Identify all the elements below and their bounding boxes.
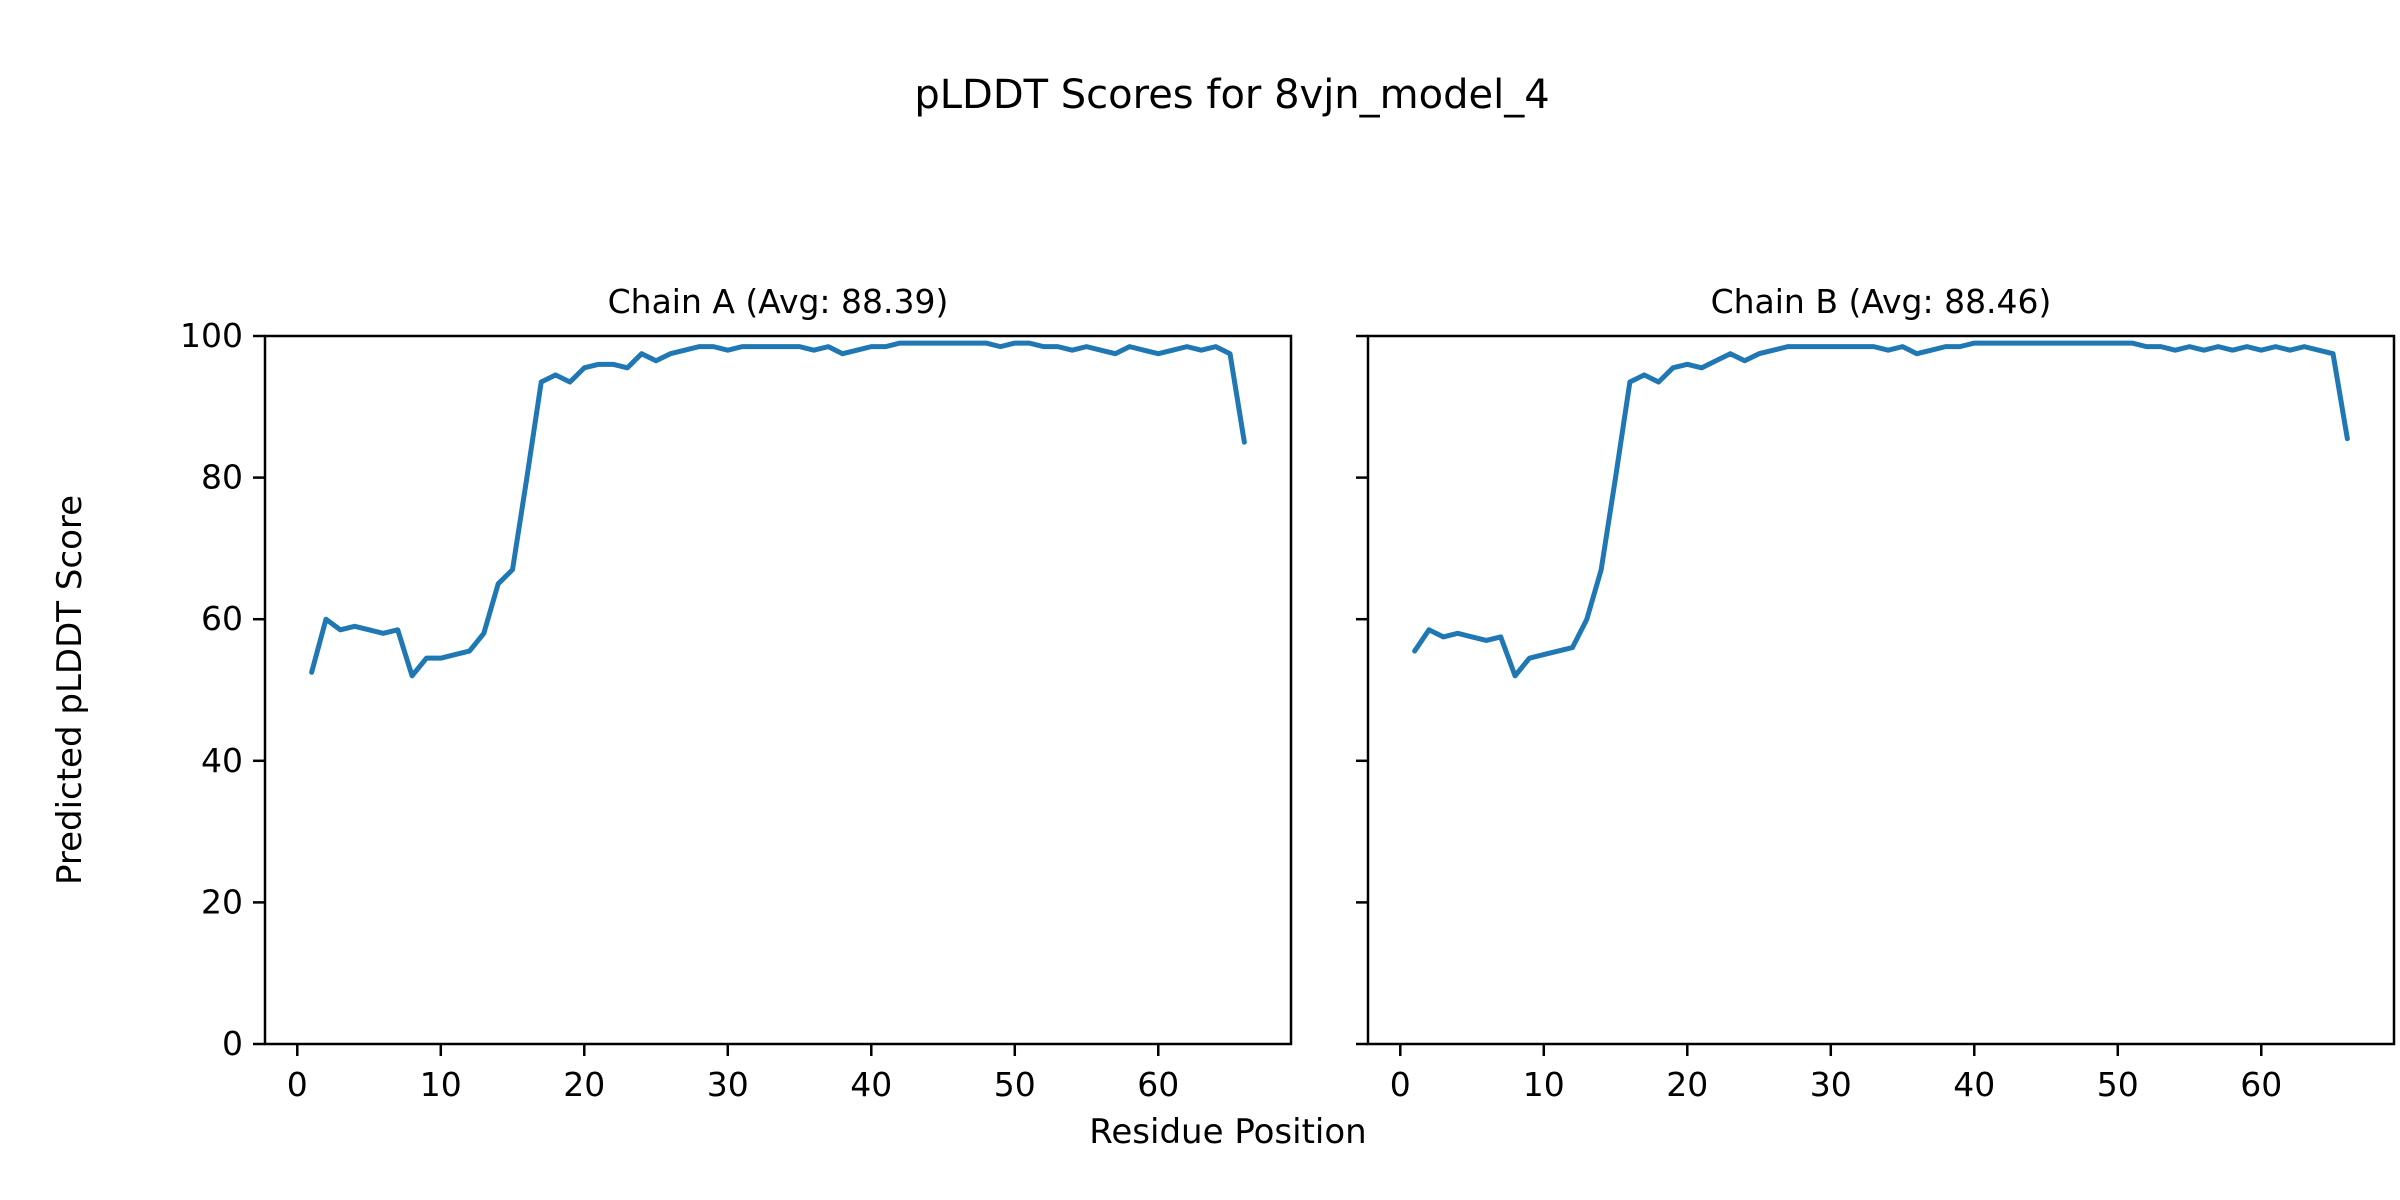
x-tick-label: 20 [1666, 1065, 1708, 1104]
x-tick-label: 10 [1523, 1065, 1565, 1104]
x-tick-label: 10 [420, 1065, 462, 1104]
plddt-line [1412, 340, 2350, 679]
y-tick-label: 80 [201, 458, 243, 497]
x-tick-label: 0 [287, 1065, 308, 1104]
y-axis-label: Predicted pLDDT Score [50, 494, 90, 886]
chain-a-subplot-title: Chain A (Avg: 88.39) [607, 282, 949, 321]
plddt-line [309, 340, 1247, 679]
figure-title: pLDDT Scores for 8vjn_model_4 [914, 72, 1550, 118]
x-tick-label: 30 [1810, 1065, 1852, 1104]
y-tick-label: 100 [180, 316, 243, 355]
chain-b-chart: 0 10 20 30 40 50 60 [1356, 334, 2396, 1104]
y-tick-label: 60 [201, 599, 243, 638]
x-tick-label: 60 [2240, 1065, 2282, 1104]
y-tick-label: 20 [201, 882, 243, 921]
x-axis-label: Residue Position [1089, 1112, 1367, 1152]
x-tick-label: 20 [563, 1065, 605, 1104]
x-tick-label: 50 [994, 1065, 1036, 1104]
chain-a-chart: 0 10 20 30 40 50 60 0 20 40 60 80 100 [180, 316, 1293, 1104]
x-tick-label: 30 [707, 1065, 749, 1104]
axes-frame [263, 334, 1293, 1046]
x-tick-label: 40 [1953, 1065, 1995, 1104]
chain-b-subplot-title: Chain B (Avg: 88.46) [1710, 282, 2052, 321]
y-tick-label: 0 [222, 1024, 243, 1063]
x-tick-label: 0 [1390, 1065, 1411, 1104]
y-tick-label: 40 [201, 741, 243, 780]
x-tick-label: 50 [2097, 1065, 2139, 1104]
x-tick-label: 60 [1137, 1065, 1179, 1104]
x-tick-label: 40 [850, 1065, 892, 1104]
axes-frame [1366, 334, 2396, 1046]
